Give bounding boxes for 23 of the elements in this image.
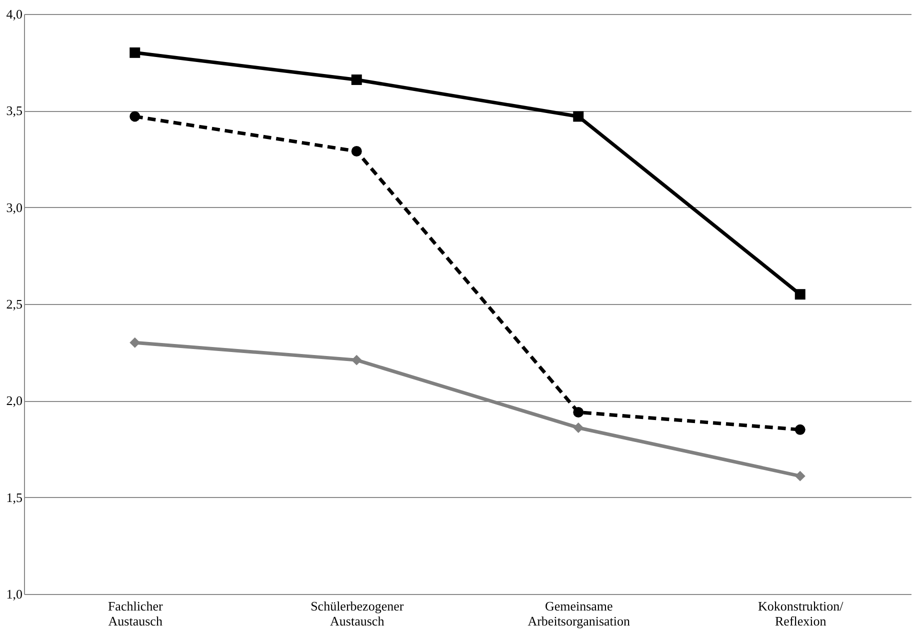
y-tick-label: 3,0 <box>6 200 22 215</box>
x-tick-label: Schülerbezogener Austausch <box>310 598 404 628</box>
y-tick-label: 1,5 <box>6 490 22 505</box>
y-tick-label: 2,5 <box>6 296 22 312</box>
point <box>573 111 584 122</box>
x-tick-label: Fachlicher Austausch <box>108 598 164 628</box>
x-tick-label: Gemeinsame Arbeitsorganisation <box>528 598 631 628</box>
point <box>794 289 806 300</box>
y-tick-label: 4,0 <box>6 6 22 22</box>
point <box>351 74 362 85</box>
y-tick-label: 2,0 <box>6 393 22 408</box>
point <box>130 47 140 58</box>
point <box>351 146 362 156</box>
x-tick-label: Kokonstruktion/ Reflexion <box>758 598 844 628</box>
point <box>573 407 584 418</box>
point <box>794 470 806 482</box>
y-tick-label: 3,5 <box>6 103 22 118</box>
point <box>130 111 140 122</box>
point <box>130 337 140 348</box>
point <box>351 354 362 366</box>
y-tick-label: 1,0 <box>6 586 22 602</box>
point <box>573 422 584 433</box>
point <box>794 424 806 435</box>
